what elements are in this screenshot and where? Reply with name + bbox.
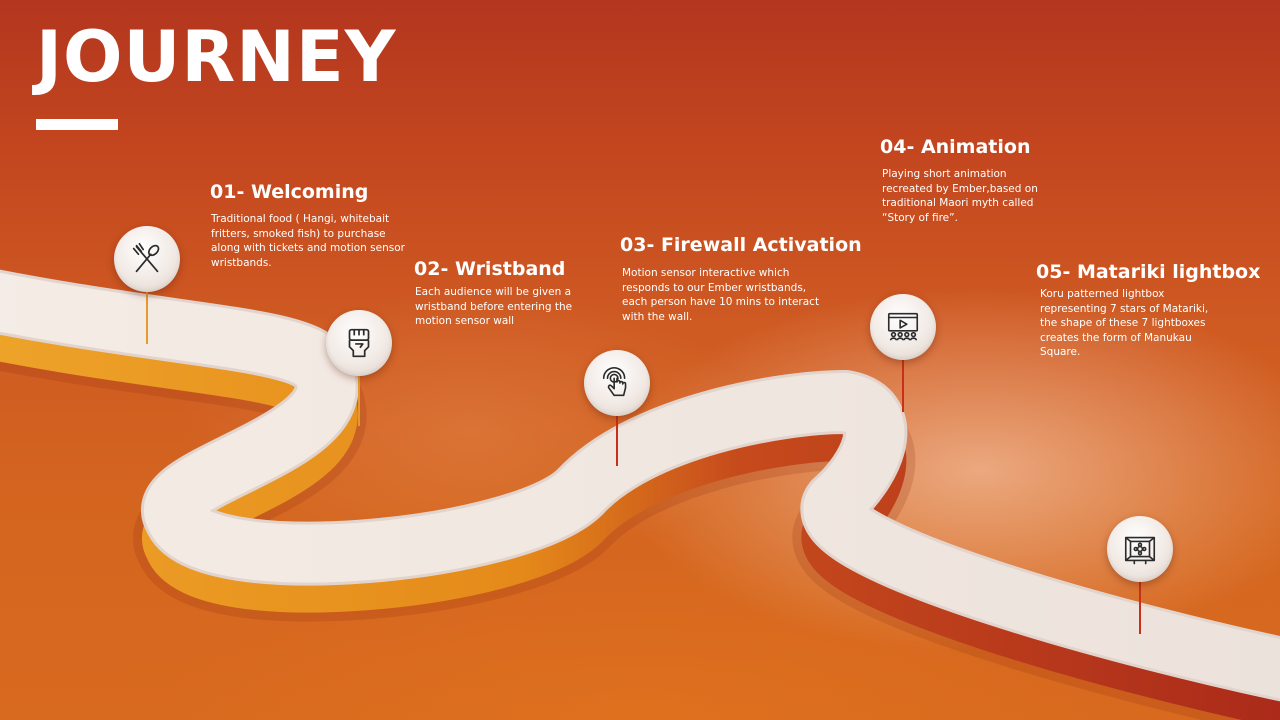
lightbox-icon xyxy=(1124,536,1156,565)
title-underline xyxy=(36,119,118,130)
fork-spoon-icon xyxy=(132,242,160,273)
road-surface xyxy=(0,272,1280,699)
step-5-pin xyxy=(1107,516,1173,582)
page-title: JOURNEY xyxy=(36,16,397,98)
step-5-pin-line xyxy=(1139,578,1141,634)
cinema-screen-icon xyxy=(887,312,919,341)
wristband-fist-icon xyxy=(348,328,370,358)
step-3-title: 03- Firewall Activation xyxy=(620,234,862,256)
step-3-pin xyxy=(584,350,650,416)
step-1-pin xyxy=(114,226,180,292)
step-4-title: 04- Animation xyxy=(880,136,1031,158)
step-4-pin-line xyxy=(902,358,904,412)
step-2-title: 02- Wristband xyxy=(414,258,566,280)
step-2-pin xyxy=(326,310,392,376)
step-4-description: Playing short animation recreated by Emb… xyxy=(882,168,1038,224)
touch-hand-icon xyxy=(602,367,627,397)
step-1-description: Traditional food ( Hangi, whitebait frit… xyxy=(211,213,405,269)
step-1-title: 01- Welcoming xyxy=(210,181,369,203)
step-2-pin-line xyxy=(358,372,360,426)
step-3-pin-line xyxy=(616,412,618,466)
step-5-title: 05- Matariki lightbox xyxy=(1036,261,1261,283)
step-3-description: Motion sensor interactive which responds… xyxy=(622,267,820,323)
step-4-pin xyxy=(870,294,936,360)
step-5-description: Koru patterned lightbox representing 7 s… xyxy=(1040,288,1209,358)
step-2-description: Each audience will be given a wristband … xyxy=(415,286,573,327)
step-1-pin-line xyxy=(146,290,148,344)
